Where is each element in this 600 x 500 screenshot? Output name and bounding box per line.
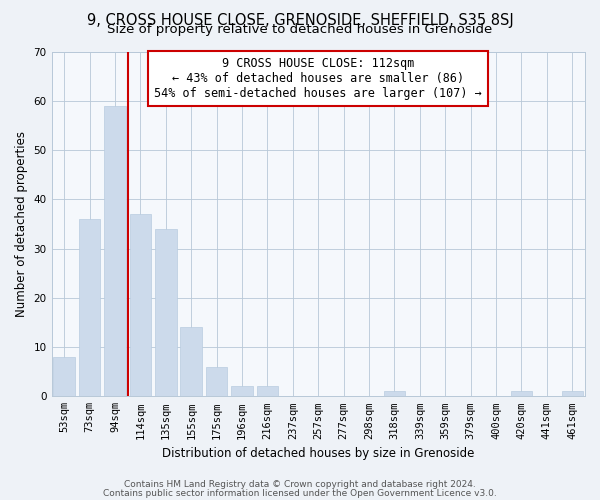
- Bar: [231, 386, 253, 396]
- Bar: [257, 386, 278, 396]
- Bar: [383, 392, 405, 396]
- Bar: [53, 357, 75, 397]
- Bar: [155, 229, 176, 396]
- X-axis label: Distribution of detached houses by size in Grenoside: Distribution of detached houses by size …: [162, 447, 475, 460]
- Y-axis label: Number of detached properties: Number of detached properties: [15, 131, 28, 317]
- Bar: [104, 106, 126, 397]
- Text: Contains HM Land Registry data © Crown copyright and database right 2024.: Contains HM Land Registry data © Crown c…: [124, 480, 476, 489]
- Text: 9 CROSS HOUSE CLOSE: 112sqm
← 43% of detached houses are smaller (86)
54% of sem: 9 CROSS HOUSE CLOSE: 112sqm ← 43% of det…: [154, 56, 482, 100]
- Bar: [79, 219, 100, 396]
- Bar: [206, 367, 227, 396]
- Text: 9, CROSS HOUSE CLOSE, GRENOSIDE, SHEFFIELD, S35 8SJ: 9, CROSS HOUSE CLOSE, GRENOSIDE, SHEFFIE…: [86, 12, 514, 28]
- Bar: [130, 214, 151, 396]
- Bar: [181, 328, 202, 396]
- Text: Size of property relative to detached houses in Grenoside: Size of property relative to detached ho…: [107, 22, 493, 36]
- Bar: [511, 392, 532, 396]
- Bar: [562, 392, 583, 396]
- Text: Contains public sector information licensed under the Open Government Licence v3: Contains public sector information licen…: [103, 488, 497, 498]
